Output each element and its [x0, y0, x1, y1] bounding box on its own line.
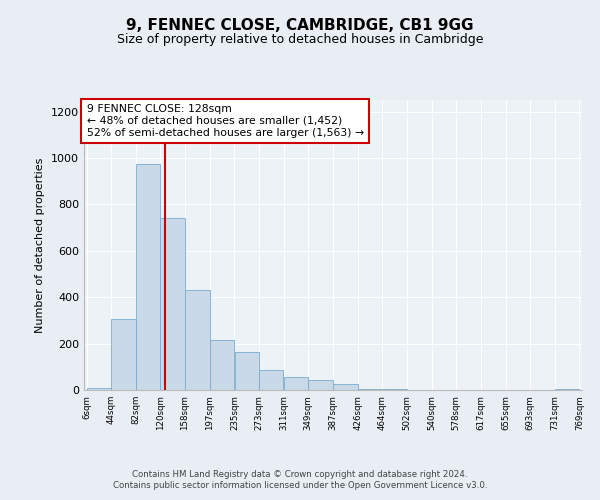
Bar: [136, 164, 160, 390]
Bar: [308, 380, 332, 390]
Bar: [383, 389, 407, 390]
Bar: [259, 370, 283, 390]
Text: 9 FENNEC CLOSE: 128sqm
← 48% of detached houses are smaller (1,452)
52% of semi-: 9 FENNEC CLOSE: 128sqm ← 48% of detached…: [86, 104, 364, 138]
Y-axis label: Number of detached properties: Number of detached properties: [35, 158, 46, 332]
Text: Contains public sector information licensed under the Open Government Licence v3: Contains public sector information licen…: [113, 481, 487, 490]
Bar: [358, 389, 382, 390]
Text: 9, FENNEC CLOSE, CAMBRIDGE, CB1 9GG: 9, FENNEC CLOSE, CAMBRIDGE, CB1 9GG: [126, 18, 474, 32]
Bar: [111, 319, 136, 390]
Bar: [235, 352, 259, 390]
Text: Size of property relative to detached houses in Cambridge: Size of property relative to detached ho…: [117, 32, 483, 46]
Bar: [555, 389, 579, 390]
Text: Contains HM Land Registry data © Crown copyright and database right 2024.: Contains HM Land Registry data © Crown c…: [132, 470, 468, 479]
Bar: [210, 340, 235, 390]
Bar: [185, 290, 210, 390]
Bar: [333, 384, 358, 390]
Bar: [160, 218, 185, 390]
Bar: [284, 377, 308, 390]
Bar: [87, 388, 111, 390]
